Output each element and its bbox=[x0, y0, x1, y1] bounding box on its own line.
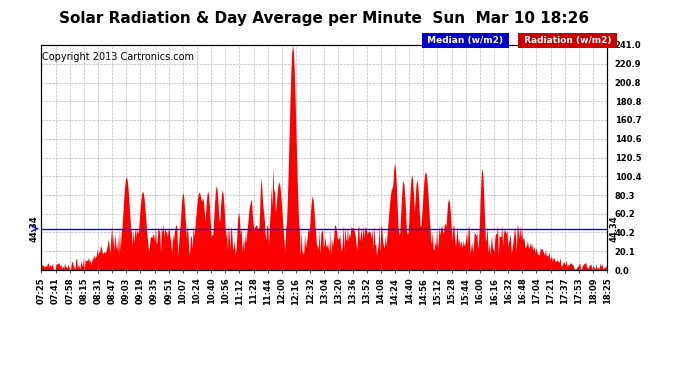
Text: Radiation (w/m2): Radiation (w/m2) bbox=[521, 36, 615, 45]
Text: 44.34: 44.34 bbox=[30, 215, 39, 242]
Text: Copyright 2013 Cartronics.com: Copyright 2013 Cartronics.com bbox=[42, 52, 194, 62]
Text: Solar Radiation & Day Average per Minute  Sun  Mar 10 18:26: Solar Radiation & Day Average per Minute… bbox=[59, 11, 589, 26]
Text: 44.34: 44.34 bbox=[610, 215, 619, 242]
Text: Median (w/m2): Median (w/m2) bbox=[424, 36, 506, 45]
